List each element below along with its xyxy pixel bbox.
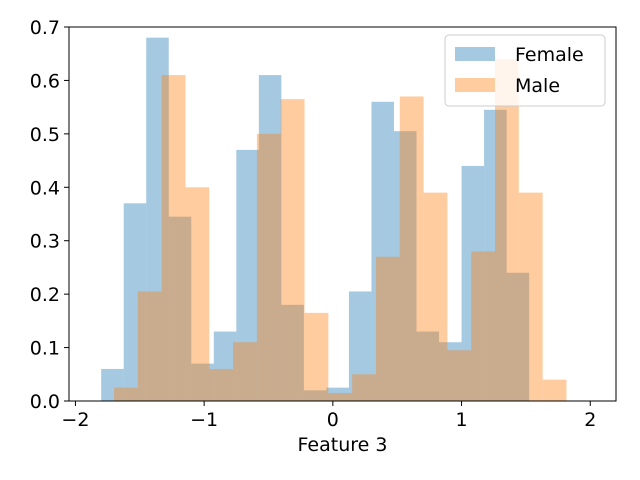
x-tick-label-4: 2	[584, 409, 596, 431]
bar-male-10	[352, 374, 376, 401]
legend-label-male: Male	[515, 75, 560, 97]
legend-swatch-female	[455, 47, 495, 61]
bar-female-5	[213, 331, 237, 401]
bar-female-16	[461, 165, 485, 401]
bar-female-0	[101, 368, 124, 401]
y-tick-label-0: 0.0	[30, 391, 60, 413]
x-axis-ticks: −2 −1 0 1 2	[61, 401, 596, 431]
bar-female-3	[168, 216, 192, 401]
bar-female-11	[348, 291, 372, 401]
y-tick-label-6: 0.6	[30, 70, 60, 92]
bar-male-12	[399, 96, 424, 401]
bar-male-1	[137, 291, 162, 401]
bar-male-16	[495, 59, 519, 402]
bar-male-18	[542, 379, 567, 401]
bar-male-3	[185, 187, 210, 401]
legend: Female Male	[444, 34, 606, 107]
bar-male-11	[375, 256, 400, 401]
y-axis-ticks: 0.0 0.1 0.2 0.3 0.4 0.5 0.6 0.7	[30, 17, 69, 413]
bar-male-7	[280, 99, 305, 401]
bar-male-8	[304, 312, 329, 401]
y-tick-label-3: 0.3	[30, 231, 60, 253]
bar-male-14	[447, 350, 472, 401]
bar-male-9	[328, 392, 353, 401]
x-axis-label: Feature 3	[298, 434, 388, 456]
bar-female-2	[146, 37, 169, 401]
x-tick-label-0: −2	[61, 409, 89, 431]
bar-male-2	[161, 75, 186, 401]
x-tick-label-1: −1	[190, 409, 218, 431]
bar-male-15	[471, 251, 496, 401]
y-tick-label-1: 0.1	[30, 338, 60, 360]
legend-box	[444, 34, 606, 107]
bar-female-18	[506, 272, 530, 401]
x-tick-label-2: 0	[327, 409, 339, 431]
x-tick-label-3: 1	[456, 409, 468, 431]
bar-female-6	[236, 149, 259, 401]
bar-female-13	[393, 131, 417, 401]
bar-male-6	[256, 133, 281, 401]
bar-female-17	[484, 109, 507, 402]
bar-female-10	[326, 387, 349, 401]
bar-male-4	[209, 368, 234, 401]
y-tick-label-7: 0.7	[30, 17, 60, 39]
legend-label-female: Female	[515, 44, 584, 66]
y-tick-label-5: 0.5	[30, 124, 60, 146]
bar-male-0	[114, 387, 138, 401]
bar-female-9	[303, 390, 327, 401]
bar-female-7	[258, 75, 282, 401]
bar-male-5	[233, 342, 257, 401]
bar-female-8	[281, 304, 304, 401]
y-tick-label-2: 0.2	[30, 284, 60, 306]
bar-female-15	[439, 342, 462, 401]
legend-swatch-male	[455, 78, 495, 92]
bar-male-13	[423, 192, 448, 401]
plot-frame	[68, 26, 617, 402]
bar-male-17	[518, 192, 543, 401]
bar-female-14	[416, 331, 440, 401]
bar-female-4	[191, 363, 214, 401]
bar-female-12	[371, 101, 394, 402]
bars-layer	[101, 37, 567, 402]
bar-female-1	[123, 203, 147, 401]
y-tick-label-4: 0.4	[30, 177, 60, 199]
